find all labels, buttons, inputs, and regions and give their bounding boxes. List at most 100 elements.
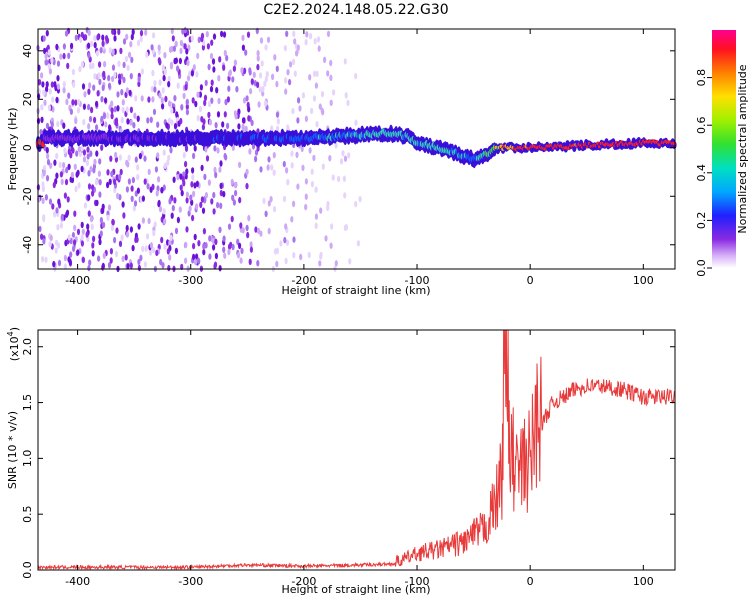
- spectrogram-point: [222, 190, 226, 198]
- spectrogram-point: [296, 183, 300, 190]
- snr-x-axis-label: Height of straight line (km): [281, 583, 430, 596]
- spectrogram-point: [293, 38, 297, 45]
- spectrogram-point: [71, 231, 75, 239]
- spectrogram-point: [98, 191, 102, 198]
- spectrogram-point: [218, 56, 222, 63]
- spectrogram-point: [343, 58, 347, 65]
- spectrogram-point: [140, 95, 144, 102]
- spectrogram-point: [290, 162, 294, 169]
- spectrogram-point: [241, 117, 246, 124]
- spectrogram-point: [83, 202, 88, 209]
- spectrogram-point: [55, 152, 59, 160]
- spectrogram-point: [86, 153, 90, 160]
- spectrogram-point: [39, 129, 43, 136]
- spectrogram-point: [87, 88, 91, 95]
- spectrogram-point: [223, 111, 227, 118]
- spectrogram-point: [343, 192, 347, 199]
- spectrogram-point: [301, 92, 305, 99]
- spectrogram-point: [202, 228, 206, 235]
- spectrogram-point: [162, 149, 166, 156]
- spectrogram-point: [109, 248, 113, 255]
- spectrogram-point: [248, 148, 252, 155]
- spectrogram-point: [111, 28, 115, 35]
- spectrogram-point: [87, 183, 92, 190]
- spectrogram-point: [190, 181, 194, 188]
- spectrogram-point: [159, 258, 163, 266]
- spectrogram-point: [195, 71, 199, 78]
- spectrogram-point: [286, 69, 290, 76]
- spectrogram-point: [74, 34, 78, 41]
- spectrogram-point: [73, 163, 77, 170]
- spectrogram-point: [266, 36, 271, 43]
- spectrogram-point: [285, 239, 290, 246]
- spectrogram-point: [169, 234, 173, 241]
- y-tick-label: 0: [21, 144, 34, 151]
- spectrogram-point: [87, 29, 91, 36]
- spectrogram-point: [57, 242, 61, 249]
- spectrogram-point: [147, 96, 151, 103]
- spectrogram-point: [125, 231, 130, 238]
- spectrogram-point: [147, 217, 151, 225]
- spectrogram-point: [62, 52, 66, 60]
- spectrogram-point: [182, 180, 186, 187]
- spectrogram-point: [99, 47, 103, 54]
- spectrogram-point: [228, 69, 232, 76]
- figure-title: C2E2.2024.148.05.22.G30: [263, 2, 448, 18]
- spectrogram-point: [192, 64, 196, 71]
- spectrogram-point: [290, 216, 294, 223]
- spectrogram-point: [139, 29, 144, 37]
- spectrogram-point: [256, 50, 260, 57]
- spectrogram-point: [56, 83, 61, 90]
- spectrogram-point: [283, 236, 287, 244]
- spectrogram-point: [217, 75, 221, 82]
- snr-x-ticks: -400 -300 -200 -100 0 100: [65, 330, 654, 588]
- spectrogram-point: [86, 146, 90, 153]
- spectrogram-point: [184, 145, 189, 152]
- spectrogram-point: [143, 261, 147, 268]
- spectrogram-point: [179, 39, 183, 47]
- spectrogram-point: [85, 231, 89, 238]
- spectrogram-point: [236, 252, 241, 259]
- spectrogram-point: [180, 263, 184, 271]
- spectrogram-point: [132, 122, 136, 129]
- spectrogram-point: [80, 221, 84, 229]
- spectrogram-point: [116, 91, 120, 98]
- spectrogram-point: [218, 226, 222, 233]
- spectrogram-point: [175, 111, 179, 118]
- spectrogram-point: [329, 59, 333, 67]
- y-tick-label: 0.0: [21, 561, 34, 579]
- spectrogram-point: [297, 97, 301, 104]
- spectrogram-point: [102, 112, 107, 120]
- spectrogram-point: [56, 224, 60, 231]
- spectrogram-point: [292, 200, 296, 207]
- spectrogram-point: [45, 81, 49, 88]
- spectrogram-point: [275, 260, 279, 268]
- spectrogram-point: [115, 227, 119, 234]
- spectrogram-point: [97, 255, 101, 262]
- spectrogram-point: [75, 171, 79, 178]
- snr-y-ticks: 0.0 0.5 1.0 1.5 2.0: [21, 338, 675, 579]
- spectrogram-point: [129, 119, 133, 126]
- spectrogram-point: [107, 262, 112, 269]
- spectrogram-point: [284, 77, 288, 84]
- spectrogram-point: [65, 166, 69, 174]
- spectrogram-point: [146, 183, 150, 190]
- spectrogram-point: [314, 222, 318, 229]
- spectrogram-point: [213, 166, 217, 174]
- spectrogram-point: [155, 190, 159, 197]
- spectrogram-point: [125, 33, 129, 41]
- spectrogram-point: [310, 181, 314, 188]
- spectrogram-point: [217, 97, 221, 105]
- spectrogram-point: [237, 123, 241, 130]
- spectrogram-point: [186, 59, 190, 66]
- spectrogram-point: [122, 76, 126, 84]
- spectrogram-point: [48, 68, 53, 75]
- colorbar-tick-label: 0.8: [695, 69, 708, 87]
- spectrogram-point: [183, 27, 187, 34]
- spectrogram-point: [95, 100, 99, 108]
- spectrogram-point: [74, 99, 78, 106]
- spectrogram-point: [67, 148, 71, 155]
- spectrogram-point: [149, 116, 153, 124]
- spectrogram-point: [118, 240, 123, 247]
- x-tick-label: -200: [291, 274, 316, 287]
